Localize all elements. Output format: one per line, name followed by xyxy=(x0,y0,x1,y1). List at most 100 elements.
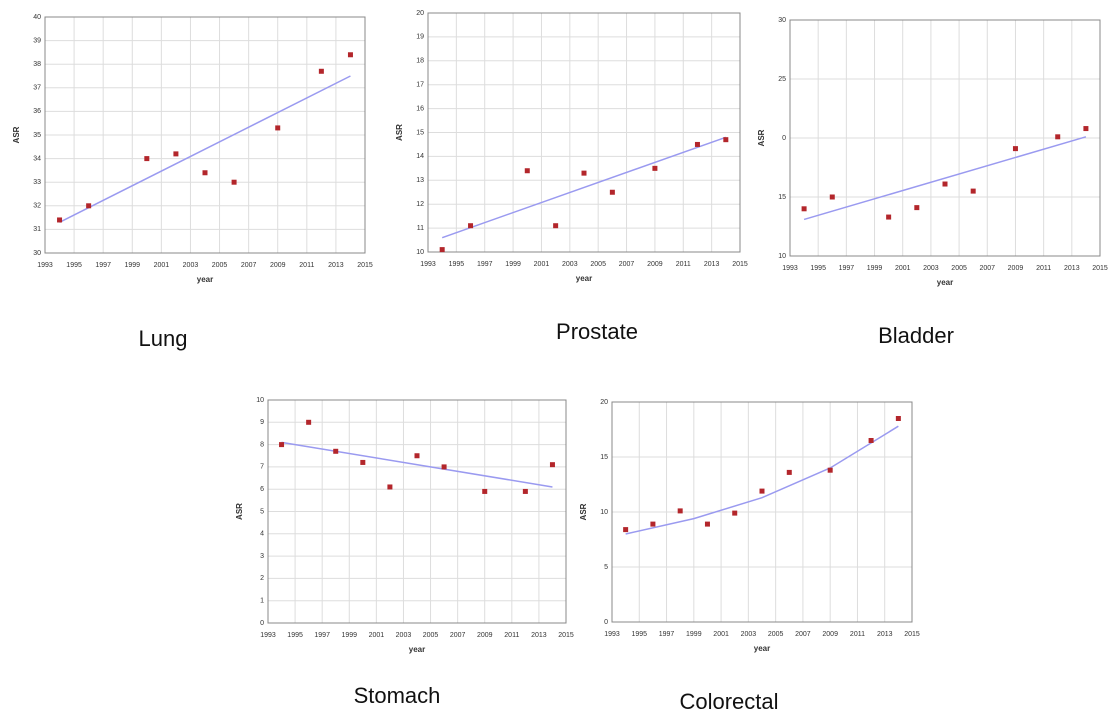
x-tick-label: 2015 xyxy=(558,632,574,639)
x-tick-label: 1997 xyxy=(95,262,111,269)
y-tick-label: 8 xyxy=(260,441,264,448)
x-tick-label: 2013 xyxy=(531,632,547,639)
plot-frame xyxy=(267,399,567,624)
plot-frame xyxy=(427,12,741,253)
x-tick-label: 2011 xyxy=(504,632,519,639)
y-tick-label: 25 xyxy=(778,76,786,83)
x-tick-label: 1999 xyxy=(686,631,702,638)
y-tick-label: 10 xyxy=(256,397,264,404)
chart-panel: 30 31 32 33 34 35 36 37 38 39 40 1993 1995 1997 1999 20… xyxy=(12,14,373,351)
y-tick-label: 0 xyxy=(604,619,608,626)
x-tick-label: 1993 xyxy=(604,631,620,638)
y-axis-label: ASR xyxy=(579,503,588,520)
x-tick-label: 2011 xyxy=(1036,265,1051,272)
chart-panel: 0 5 10 15 20 1993 1995 1997 1999 2001 2003 2005 2007… xyxy=(579,399,920,713)
x-tick-label: 2007 xyxy=(979,265,995,272)
x-tick-label: 2009 xyxy=(647,261,663,268)
data-point xyxy=(360,459,366,465)
data-point xyxy=(86,203,92,209)
data-point xyxy=(786,469,792,475)
x-tick-label: 1995 xyxy=(287,632,303,639)
data-point xyxy=(609,189,615,195)
x-tick-label: 2009 xyxy=(822,631,838,638)
data-point xyxy=(732,510,738,516)
chart-caption: Colorectal xyxy=(679,689,778,713)
x-tick-label: 2005 xyxy=(951,265,967,272)
x-tick-label: 2003 xyxy=(562,261,578,268)
data-point xyxy=(886,214,892,220)
y-tick-label: 1 xyxy=(260,598,264,605)
x-tick-label: 1993 xyxy=(37,262,53,269)
data-point xyxy=(970,188,976,194)
y-tick-label: 39 xyxy=(33,37,41,44)
x-tick-label: 2003 xyxy=(183,262,199,269)
chart-caption: Lung xyxy=(139,326,188,351)
y-tick-label: 16 xyxy=(416,105,424,112)
x-tick-label: 1999 xyxy=(124,262,140,269)
y-tick-label: 15 xyxy=(600,454,608,461)
data-point xyxy=(1055,134,1061,140)
x-axis-label: year xyxy=(576,274,592,283)
data-point xyxy=(318,68,324,74)
data-point xyxy=(868,438,874,443)
data-point xyxy=(581,170,587,176)
y-tick-label: 30 xyxy=(33,250,41,257)
y-tick-label: 38 xyxy=(33,61,41,68)
y-tick-label: 9 xyxy=(260,419,264,426)
x-tick-label: 2001 xyxy=(369,632,385,639)
data-point xyxy=(347,52,353,58)
y-tick-label: 10 xyxy=(600,509,608,516)
data-point xyxy=(623,527,629,533)
data-point xyxy=(231,179,237,185)
y-axis-label: ASR xyxy=(12,126,21,143)
y-tick-label: 30 xyxy=(778,17,786,24)
data-point xyxy=(677,508,683,514)
x-tick-label: 1997 xyxy=(314,632,330,639)
y-tick-label: 36 xyxy=(33,108,41,115)
x-axis-label: year xyxy=(754,644,770,653)
data-point xyxy=(414,453,420,459)
x-tick-label: 2003 xyxy=(923,265,939,272)
plot-frame xyxy=(789,19,1101,257)
data-point xyxy=(1083,126,1089,132)
x-tick-label: 2009 xyxy=(270,262,286,269)
x-tick-label: 2013 xyxy=(1064,265,1080,272)
data-point xyxy=(333,448,339,454)
y-tick-label: 33 xyxy=(33,179,41,186)
chart-panel: 10 11 12 13 14 15 16 17 18 19 20 1993 1995 1997 1999 20… xyxy=(395,10,748,344)
x-tick-label: 2015 xyxy=(1092,265,1108,272)
x-tick-label: 2009 xyxy=(1008,265,1024,272)
y-tick-label: 10 xyxy=(778,253,786,260)
data-point xyxy=(306,419,312,425)
y-tick-label: 18 xyxy=(416,58,424,65)
x-tick-label: 2013 xyxy=(328,262,344,269)
data-point xyxy=(439,247,445,253)
data-point xyxy=(549,462,555,468)
x-tick-label: 1995 xyxy=(449,261,465,268)
chart-panel: 10 15 0 25 30 1993 1995 1997 1999 2001 2003 2005 200… xyxy=(757,17,1108,348)
trend-line xyxy=(441,136,727,239)
data-point xyxy=(144,156,150,162)
y-tick-label: 31 xyxy=(33,226,41,233)
y-tick-label: 20 xyxy=(600,399,608,406)
data-point xyxy=(914,205,920,211)
y-tick-label: 0 xyxy=(782,135,786,142)
x-tick-label: 2011 xyxy=(676,261,691,268)
y-tick-label: 32 xyxy=(33,203,41,210)
data-point xyxy=(482,488,488,494)
chart-caption: Prostate xyxy=(556,319,638,344)
y-tick-label: 40 xyxy=(33,14,41,21)
y-tick-label: 19 xyxy=(416,34,424,41)
x-tick-label: 2003 xyxy=(741,631,757,638)
x-axis-label: year xyxy=(197,275,213,284)
x-tick-label: 1997 xyxy=(659,631,675,638)
x-tick-label: 2011 xyxy=(850,631,865,638)
y-axis-label: ASR xyxy=(757,129,766,146)
x-axis-label: year xyxy=(409,645,425,654)
data-point xyxy=(387,484,393,490)
x-tick-label: 1995 xyxy=(810,265,826,272)
y-tick-label: 6 xyxy=(260,486,264,493)
data-point xyxy=(173,151,179,157)
y-tick-label: 11 xyxy=(417,225,424,232)
x-tick-label: 2007 xyxy=(795,631,811,638)
